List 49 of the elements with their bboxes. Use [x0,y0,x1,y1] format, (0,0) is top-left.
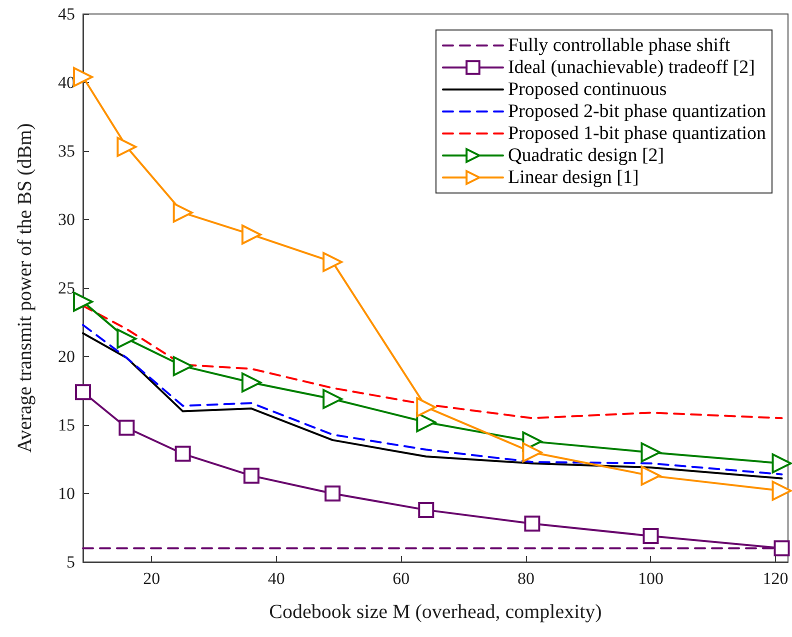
point [241,372,262,393]
x-tick-label: 20 [143,569,160,588]
point [322,388,343,409]
x-tick-label: 80 [517,569,534,588]
legend-label: Proposed 1-bit phase quantization [508,123,766,144]
x-axis-title: Codebook size M (overhead, complexity) [269,601,602,623]
point [241,224,262,245]
legend-label: Ideal (unachievable) tradeoff [2] [508,57,756,78]
point [322,252,343,272]
point [640,466,661,486]
y-tick-label: 20 [58,347,75,366]
y-axis-title: Average transmit power of the BS (dBm) [14,123,36,453]
point [772,453,792,474]
point [73,67,93,88]
point [640,442,661,462]
point [642,528,659,544]
point [416,397,436,418]
point [418,502,434,518]
y-tick-label: 5 [66,552,75,572]
point [116,136,137,157]
point [75,384,91,400]
legend-label: Linear design [1] [508,167,639,188]
legend-label: Quadratic design [2] [508,145,664,166]
y-tick-label: 45 [58,4,75,24]
point [416,412,436,432]
point [324,486,341,502]
point [116,328,137,349]
x-tick-label: 120 [762,569,788,588]
point [243,468,260,484]
x-tick-label: 100 [638,569,664,588]
legend-label: Proposed continuous [508,79,667,100]
x-tick-label: 40 [268,569,285,588]
y-tick-label: 15 [58,416,75,434]
y-tick-label: 35 [58,142,75,160]
y-tick-label: 25 [58,278,75,298]
point [174,446,191,462]
point [524,516,540,532]
point [522,442,542,462]
y-tick-label: 10 [58,484,75,503]
point [73,292,93,312]
legend-label: Fully controllable phase shift [508,35,731,56]
x-tick-label: 60 [392,569,410,588]
point [774,540,790,556]
legend-label: Proposed 2-bit phase quantization [508,101,766,122]
point [172,356,193,376]
point [772,480,792,501]
point [118,420,135,436]
y-tick-label: 30 [58,210,75,229]
point [172,202,193,223]
